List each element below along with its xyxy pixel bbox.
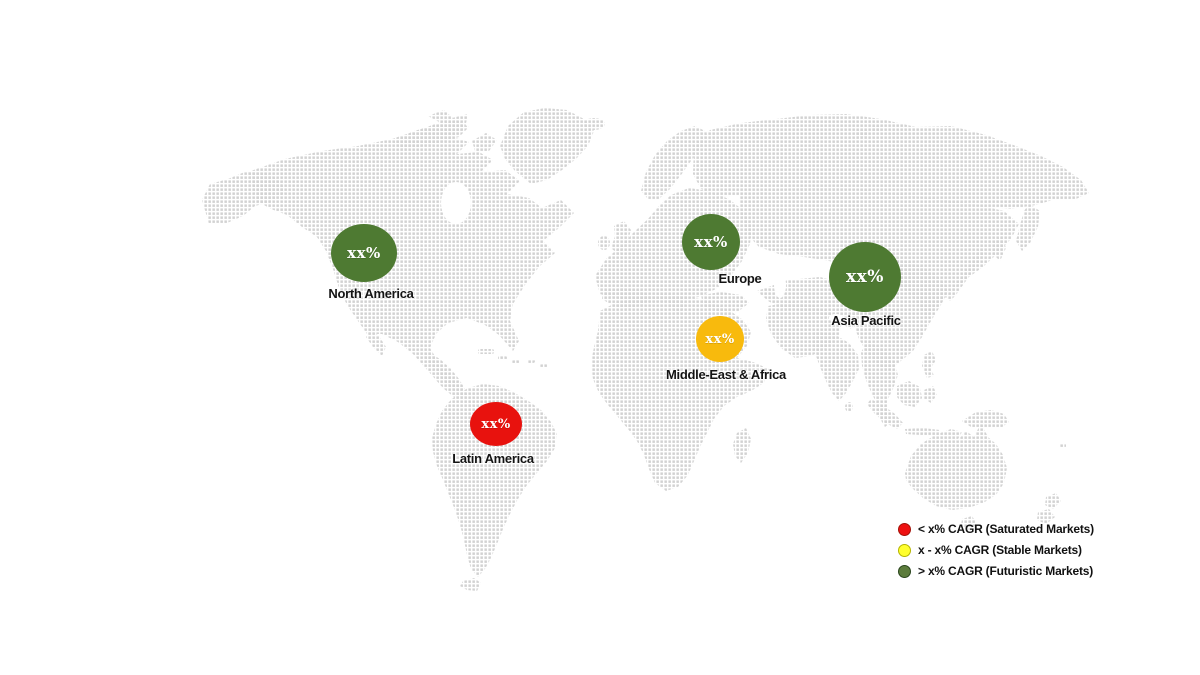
continents [202,108,1089,591]
latin-america-bubble[interactable]: xx% [470,402,522,446]
legend-item-futuristic: > x% CAGR (Futuristic Markets) [898,564,1094,578]
region-value: xx% [846,266,884,287]
water-cutouts [441,182,843,322]
legend-dot-green-icon [898,564,911,578]
region-label: Latin America [452,451,534,466]
continent-africa [591,294,769,491]
asia-pacific-bubble[interactable]: xx% [829,242,901,312]
region-label: Europe [718,271,762,286]
legend: < x% CAGR (Saturated Markets) x - x% CAG… [898,522,1094,585]
region-value: xx% [481,416,511,432]
continent-oceania [867,381,1066,530]
legend-item-saturated: < x% CAGR (Saturated Markets) [898,522,1094,536]
legend-dot-red-icon [898,522,911,536]
legend-item-label: < x% CAGR (Saturated Markets) [918,522,1094,536]
region-value: xx% [694,232,728,251]
middle-east-africa-bubble[interactable]: xx% [696,316,744,362]
region-value: xx% [705,331,735,347]
region-value: xx% [347,243,381,262]
continent-south-america [432,384,557,591]
legend-item-label: > x% CAGR (Futuristic Markets) [918,564,1094,578]
europe-bubble[interactable]: xx% [682,214,740,270]
legend-item-label: x - x% CAGR (Stable Markets) [918,543,1082,557]
continent-north-america [202,110,574,398]
region-label: North America [328,286,414,301]
region-label: Middle-East & Africa [666,367,786,382]
north-america-bubble[interactable]: xx% [331,224,397,282]
legend-item-stable: x - x% CAGR (Stable Markets) [898,543,1094,557]
legend-dot-yellow-icon [898,543,911,557]
region-label: Asia Pacific [831,313,901,328]
continent-greenland [500,108,594,184]
